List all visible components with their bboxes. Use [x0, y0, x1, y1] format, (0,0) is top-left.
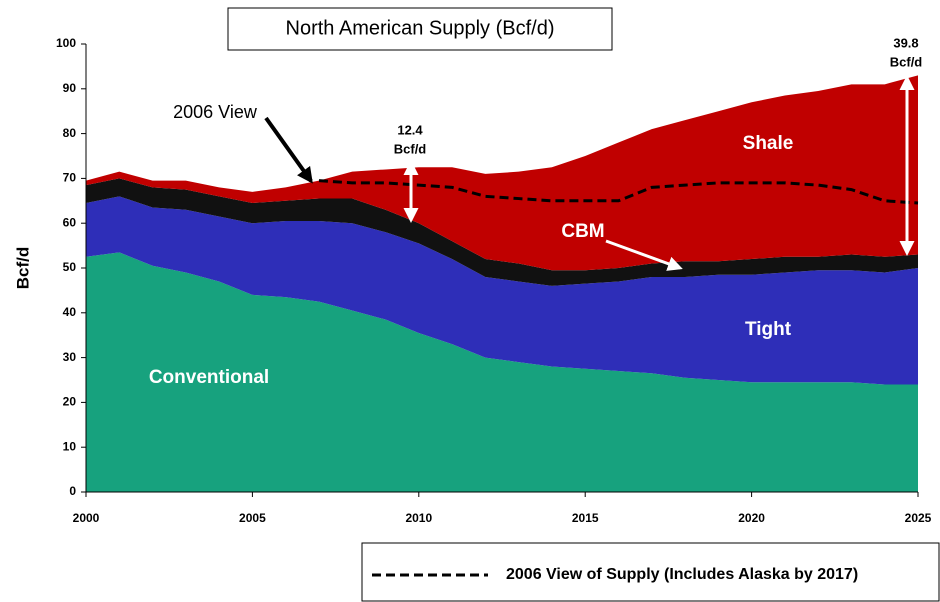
plot-area	[86, 75, 918, 492]
y-tick-label: 0	[69, 484, 76, 498]
area	[86, 196, 918, 385]
title-box	[227, 7, 613, 51]
area	[86, 75, 918, 271]
area-label: Shale	[743, 133, 794, 154]
y-tick-label: 40	[63, 305, 77, 319]
x-tick-label: 2005	[239, 511, 266, 525]
y-tick-label: 100	[56, 36, 76, 50]
y-tick-label: 80	[63, 126, 77, 140]
y-axis-label: Bcf/d	[13, 247, 32, 290]
arrow	[605, 239, 683, 271]
y-tick-label: 60	[63, 215, 77, 229]
area	[86, 252, 918, 492]
x-tick-label: 2000	[73, 511, 100, 525]
arrow	[264, 116, 313, 184]
annotation: 12.4	[397, 122, 423, 137]
y-tick-label: 70	[63, 171, 77, 185]
x-tick-label: 2025	[905, 511, 932, 525]
x-tick-label: 2010	[405, 511, 432, 525]
y-tick-label: 90	[63, 81, 77, 95]
annotation: Bcf/d	[890, 54, 923, 69]
y-tick-label: 50	[63, 260, 77, 274]
chart-title: North American Supply (Bcf/d)	[286, 17, 555, 39]
area-label: CBM	[561, 221, 604, 242]
area-label: Conventional	[149, 367, 269, 388]
area	[86, 178, 918, 286]
annotation: Bcf/d	[394, 141, 427, 156]
annotation: 39.8	[893, 35, 918, 50]
x-tick-label: 2015	[572, 511, 599, 525]
legend-label: 2006 View of Supply (Includes Alaska by …	[506, 566, 858, 583]
dashed-line	[318, 179, 919, 205]
y-tick-label: 20	[63, 395, 77, 409]
y-tick-label: 30	[63, 350, 77, 364]
y-tick-label: 10	[63, 439, 77, 453]
annotation: 2006 View	[173, 102, 258, 122]
legend-box	[361, 542, 940, 602]
area-label: Tight	[745, 319, 792, 340]
x-tick-label: 2020	[738, 511, 765, 525]
